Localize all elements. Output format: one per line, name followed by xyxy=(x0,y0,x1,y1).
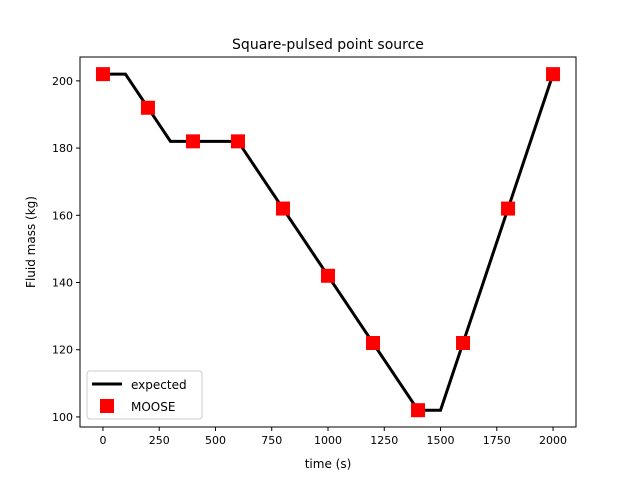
y-tick-label: 200 xyxy=(52,75,73,88)
x-tick-label: 0 xyxy=(99,434,106,447)
moose-point xyxy=(275,201,290,216)
legend-moose-label: MOOSE xyxy=(131,400,175,414)
x-tick-label: 1500 xyxy=(427,434,455,447)
moose-point xyxy=(140,100,155,115)
plot-area: 0 250 500 750 1000 1250 1500 1750 2000 100 120 140 1… xyxy=(52,56,577,447)
y-tick-label: 180 xyxy=(52,142,73,155)
x-tick-label: 1000 xyxy=(314,434,342,447)
chart-title: Square-pulsed point source xyxy=(232,37,424,53)
y-tick-label: 140 xyxy=(52,276,73,289)
moose-point xyxy=(366,335,381,350)
series-line-expected xyxy=(102,72,555,412)
moose-point xyxy=(456,335,471,350)
x-tick-label: 250 xyxy=(149,434,170,447)
legend-moose-swatch xyxy=(100,399,114,413)
moose-point xyxy=(546,67,561,82)
moose-point xyxy=(185,134,200,149)
x-tick-label: 1250 xyxy=(370,434,398,447)
moose-point xyxy=(501,201,516,216)
y-tick-label: 100 xyxy=(52,411,73,424)
y-tick-label: 120 xyxy=(52,344,73,357)
moose-point xyxy=(411,403,426,418)
moose-point xyxy=(95,67,110,82)
legend-expected-label: expected xyxy=(131,378,187,392)
y-axis-label: Fluid mass (kg) xyxy=(24,196,38,288)
moose-point xyxy=(230,134,245,149)
moose-point xyxy=(321,268,335,283)
x-tick-label: 500 xyxy=(205,434,226,447)
x-tick-label: 1750 xyxy=(483,434,511,447)
x-tick-label: 750 xyxy=(261,434,282,447)
legend: expected MOOSE xyxy=(86,370,203,420)
y-tick-label: 160 xyxy=(52,209,73,222)
x-tick-label: 2000 xyxy=(539,434,567,447)
x-axis-label: time (s) xyxy=(305,457,352,471)
